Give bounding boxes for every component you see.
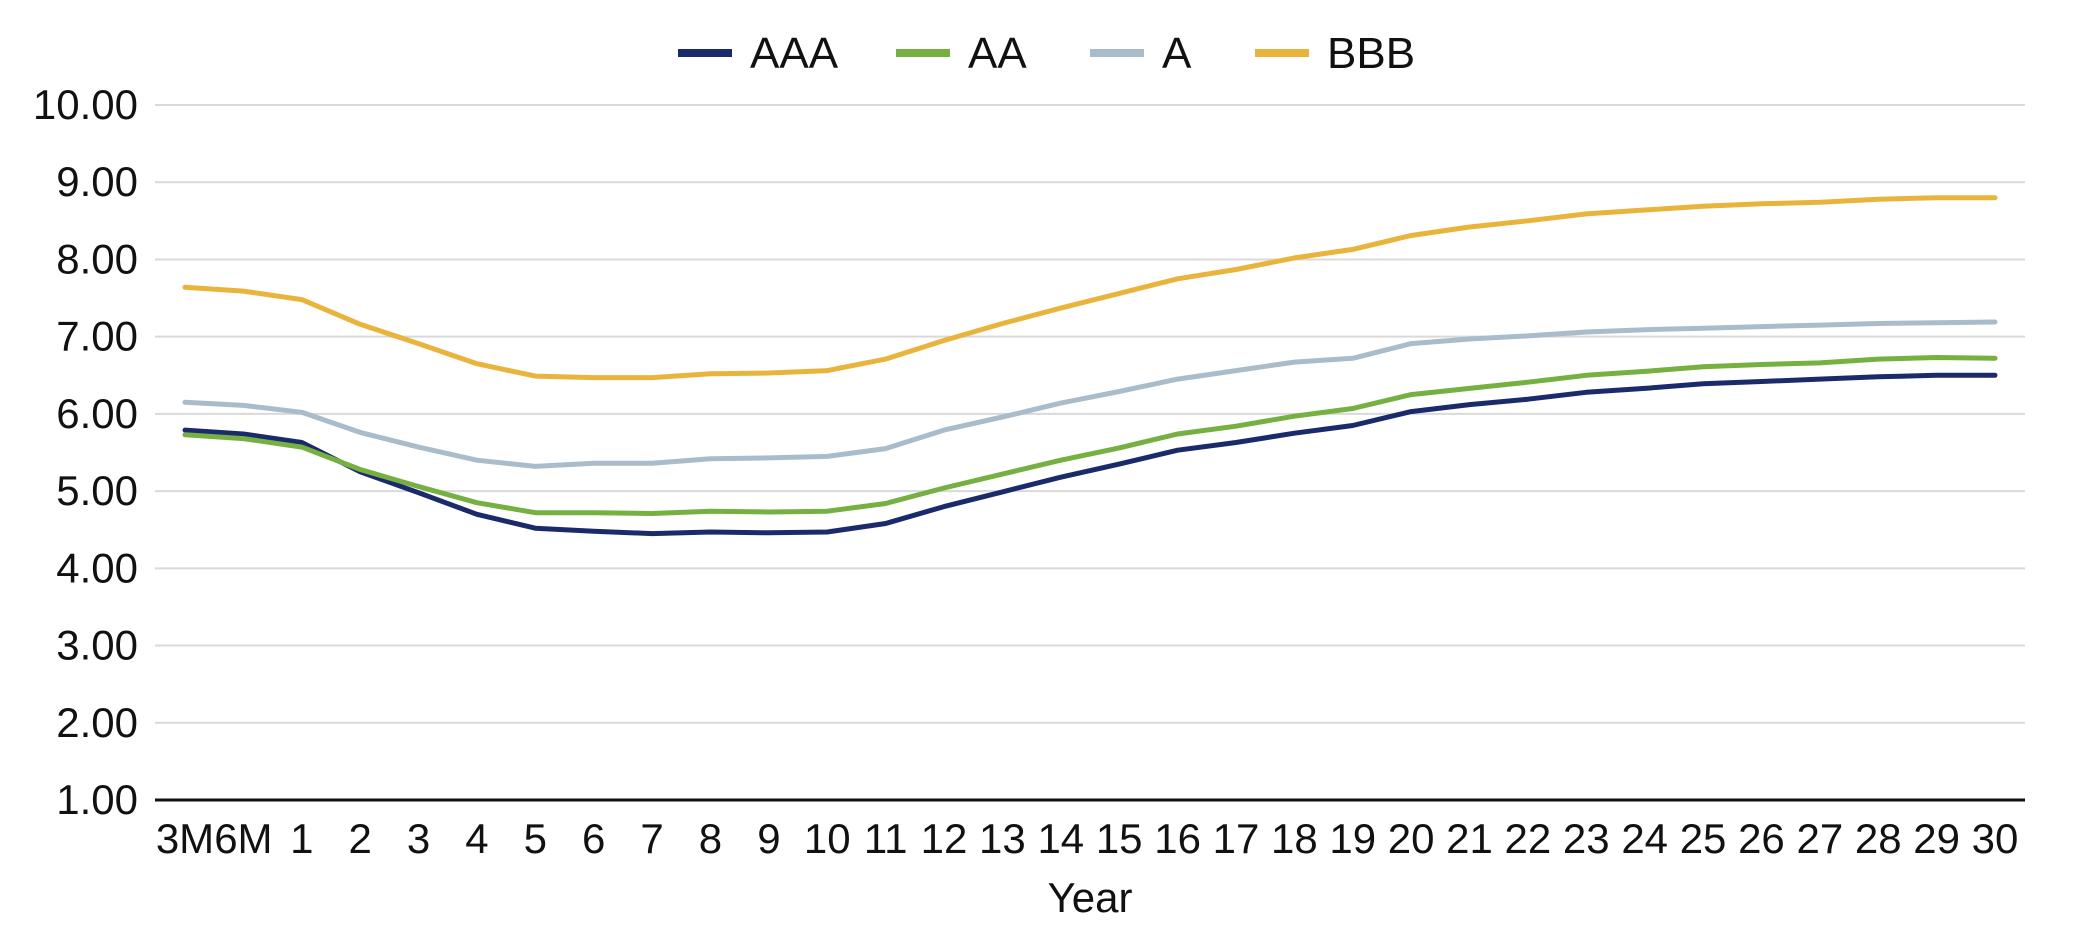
x-tick-label: 14 — [1037, 815, 1084, 862]
y-tick-label: 9.00 — [56, 158, 138, 205]
x-tick-label: 10 — [804, 815, 851, 862]
y-tick-label: 7.00 — [56, 313, 138, 360]
x-tick-label: 29 — [1913, 815, 1960, 862]
x-axis-ticks: 3M 6M 1 2 3 4 5 6 7 8 9 10 11 12 13 14 15 16 17 18 19 20 21 22 2… — [156, 815, 2019, 862]
legend-label: BBB — [1327, 29, 1415, 78]
legend-label: A — [1162, 29, 1192, 78]
x-tick-label: 16 — [1154, 815, 1201, 862]
x-tick-label: 5 — [524, 815, 547, 862]
series-lines — [182, 195, 1998, 537]
x-tick-label: 7 — [640, 815, 663, 862]
x-tick-label: 28 — [1855, 815, 1902, 862]
x-tick-label: 25 — [1680, 815, 1727, 862]
x-tick-label: 3 — [407, 815, 430, 862]
x-tick-label: 30 — [1972, 815, 2019, 862]
x-tick-label: 3M — [156, 815, 214, 862]
y-tick-label: 10.00 — [33, 81, 138, 128]
x-tick-label: 19 — [1329, 815, 1376, 862]
legend-label: AAA — [750, 29, 839, 78]
series-line-aa — [182, 355, 1998, 516]
x-tick-label: 6M — [214, 815, 272, 862]
x-tick-label: 6 — [582, 815, 605, 862]
y-tick-label: 3.00 — [56, 622, 138, 669]
x-tick-label: 24 — [1621, 815, 1668, 862]
y-tick-label: 8.00 — [56, 235, 138, 282]
x-tick-label: 21 — [1446, 815, 1493, 862]
x-tick-label: 22 — [1505, 815, 1552, 862]
legend-label: AA — [968, 29, 1027, 78]
legend: AAA AA A BBB — [678, 29, 1415, 78]
x-axis-title: Year — [1048, 874, 1133, 921]
x-tick-label: 4 — [465, 815, 488, 862]
x-tick-label: 17 — [1213, 815, 1260, 862]
x-tick-label: 23 — [1563, 815, 1610, 862]
x-tick-label: 20 — [1388, 815, 1435, 862]
y-tick-label: 6.00 — [56, 390, 138, 437]
series-line-a — [182, 319, 1998, 469]
x-tick-label: 27 — [1796, 815, 1843, 862]
x-tick-label: 9 — [757, 815, 780, 862]
x-tick-label: 8 — [699, 815, 722, 862]
x-tick-label: 11 — [864, 815, 908, 862]
y-tick-label: 5.00 — [56, 467, 138, 514]
x-tick-label: 1 — [290, 815, 313, 862]
x-tick-label: 13 — [979, 815, 1026, 862]
y-tick-label: 4.00 — [56, 544, 138, 591]
y-tick-label: 2.00 — [56, 699, 138, 746]
y-tick-label: 1.00 — [56, 776, 138, 823]
series-line-bbb — [182, 195, 1998, 381]
x-tick-label: 18 — [1271, 815, 1318, 862]
series-line-aaa — [182, 372, 1998, 537]
x-tick-label: 12 — [921, 815, 968, 862]
x-tick-label: 26 — [1738, 815, 1785, 862]
x-tick-label: 2 — [348, 815, 371, 862]
gridlines — [155, 104, 2025, 724]
y-axis-ticks: 1.00 2.00 3.00 4.00 5.00 6.00 7.00 8.00 9.00 10.0… — [33, 81, 138, 823]
x-tick-label: 15 — [1096, 815, 1143, 862]
